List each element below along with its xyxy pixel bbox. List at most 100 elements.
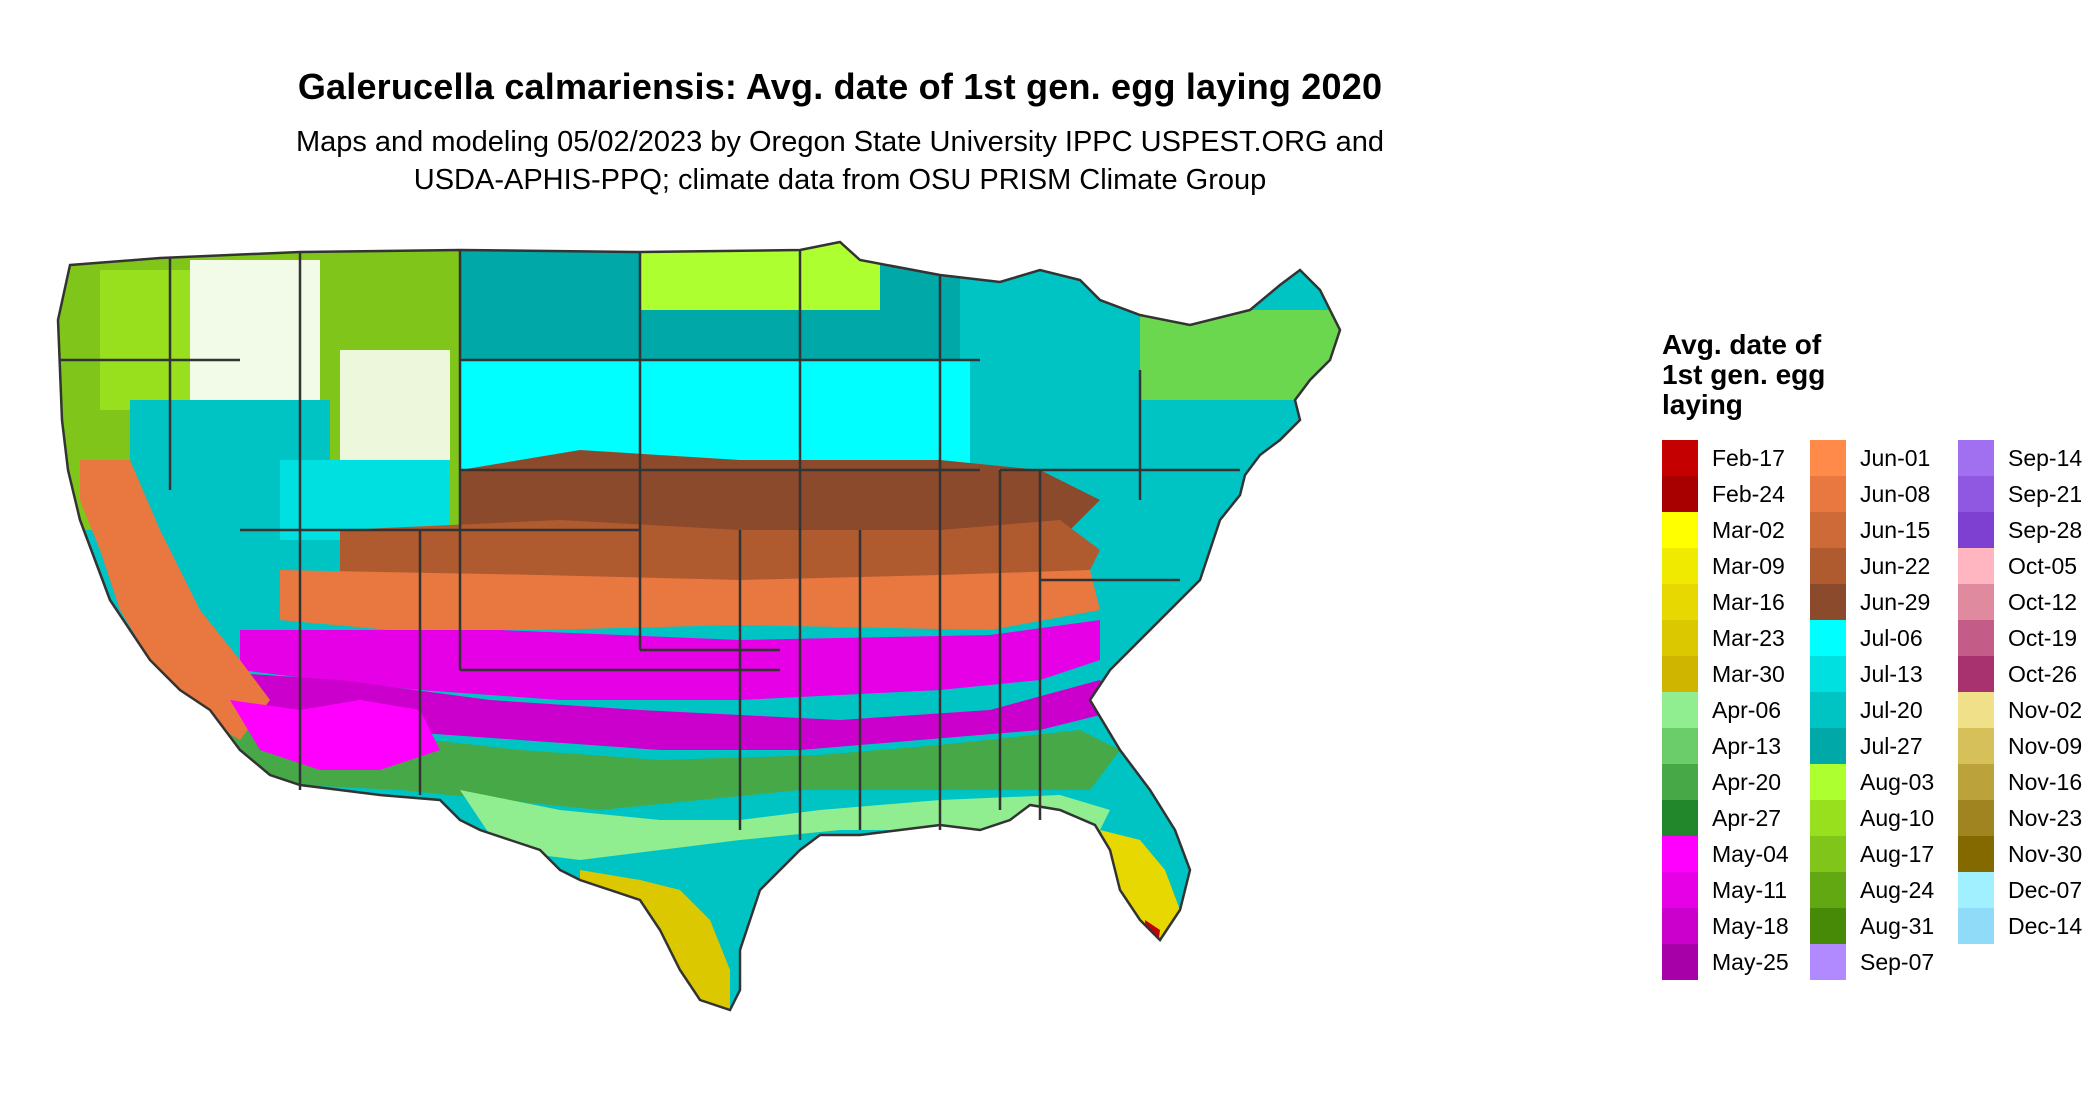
legend-swatch — [1958, 512, 1994, 548]
legend-label: Jul-20 — [1860, 696, 1923, 723]
legend-swatch — [1662, 728, 1698, 764]
legend-item: Nov-02 — [1958, 692, 2092, 728]
legend-swatch — [1662, 620, 1698, 656]
legend-item: Feb-24 — [1662, 476, 1796, 512]
legend-label: Aug-24 — [1860, 876, 1935, 903]
legend-item: Sep-07 — [1810, 944, 1944, 980]
map-legend: Avg. date of 1st gen. egg laying Feb-17 F… — [1662, 330, 2082, 980]
legend-label: Aug-10 — [1860, 804, 1935, 831]
legend-item: Oct-05 — [1958, 548, 2092, 584]
legend-item: May-18 — [1662, 908, 1796, 944]
legend-item: Mar-02 — [1662, 512, 1796, 548]
legend-item: Nov-09 — [1958, 728, 2092, 764]
legend-label: May-04 — [1712, 840, 1789, 867]
legend-label: Feb-17 — [1712, 444, 1785, 471]
legend-columns: Feb-17 Feb-24 Mar-02 Mar-09 Mar-16 Mar-23 Mar-… — [1662, 440, 2082, 980]
legend-swatch — [1810, 440, 1846, 476]
legend-item: May-25 — [1662, 944, 1796, 980]
legend-item: Apr-06 — [1662, 692, 1796, 728]
legend-title: Avg. date of 1st gen. egg laying — [1662, 329, 1826, 420]
legend-swatch — [1958, 620, 1994, 656]
legend-swatch — [1662, 872, 1698, 908]
legend-label: Oct-26 — [2008, 660, 2078, 687]
legend-swatch — [1810, 548, 1846, 584]
legend-label: Sep-07 — [1860, 948, 1935, 975]
legend-swatch — [1958, 692, 1994, 728]
legend-item: Aug-03 — [1810, 764, 1944, 800]
legend-item: May-04 — [1662, 836, 1796, 872]
legend-swatch — [1810, 656, 1846, 692]
legend-label: Jul-13 — [1860, 660, 1923, 687]
legend-label: Apr-27 — [1712, 804, 1782, 831]
legend-swatch — [1958, 476, 1994, 512]
legend-swatch — [1810, 908, 1846, 944]
legend-item: Apr-13 — [1662, 728, 1796, 764]
legend-label: Mar-30 — [1712, 660, 1785, 687]
state-borders — [56, 240, 1342, 1012]
legend-label: Nov-30 — [2008, 840, 2083, 867]
legend-swatch — [1958, 548, 1994, 584]
legend-label: Mar-23 — [1712, 624, 1785, 651]
legend-swatch — [1662, 512, 1698, 548]
map-color-fill — [58, 242, 1340, 1010]
us-map-svg — [56, 240, 1342, 1012]
legend-swatch — [1662, 692, 1698, 728]
legend-item: Sep-14 — [1958, 440, 2092, 476]
legend-swatch — [1810, 584, 1846, 620]
legend-swatch — [1810, 836, 1846, 872]
legend-swatch — [1662, 836, 1698, 872]
legend-label: Jun-15 — [1860, 516, 1931, 543]
legend-item: Jul-20 — [1810, 692, 1944, 728]
legend-swatch — [1958, 836, 1994, 872]
legend-label: Mar-16 — [1712, 588, 1785, 615]
legend-item: Nov-30 — [1958, 836, 2092, 872]
legend-item: Dec-07 — [1958, 872, 2092, 908]
legend-label: Oct-05 — [2008, 552, 2078, 579]
legend-item: Oct-26 — [1958, 656, 2092, 692]
legend-label: May-11 — [1712, 876, 1787, 903]
legend-item: Apr-27 — [1662, 800, 1796, 836]
legend-swatch — [1810, 800, 1846, 836]
legend-swatch — [1662, 440, 1698, 476]
legend-label: Aug-17 — [1860, 840, 1935, 867]
legend-item: Aug-17 — [1810, 836, 1944, 872]
legend-item: Jul-27 — [1810, 728, 1944, 764]
legend-label: Sep-21 — [2008, 480, 2083, 507]
map-title: Galerucella calmariensis: Avg. date of 1… — [297, 66, 1383, 107]
legend-swatch — [1958, 440, 1994, 476]
legend-swatch — [1958, 800, 1994, 836]
legend-item: Jun-08 — [1810, 476, 1944, 512]
legend-label: Dec-14 — [2008, 912, 2083, 939]
legend-label: Oct-12 — [2008, 588, 2078, 615]
map-subtitle-line-1: Maps and modeling 05/02/2023 by Oregon S… — [295, 126, 1385, 158]
legend-swatch — [1810, 764, 1846, 800]
legend-item: Mar-30 — [1662, 656, 1796, 692]
legend-label: Nov-16 — [2008, 768, 2083, 795]
legend-swatch — [1662, 800, 1698, 836]
legend-swatch — [1958, 584, 1994, 620]
legend-item: Feb-17 — [1662, 440, 1796, 476]
legend-swatch — [1810, 476, 1846, 512]
legend-label: May-25 — [1712, 948, 1789, 975]
legend-item: Jun-29 — [1810, 584, 1944, 620]
legend-swatch — [1810, 692, 1846, 728]
legend-label: Apr-13 — [1712, 732, 1782, 759]
legend-item: Aug-10 — [1810, 800, 1944, 836]
map-subtitle-line-2: USDA-APHIS-PPQ; climate data from OSU PR… — [413, 164, 1267, 196]
legend-item: Mar-09 — [1662, 548, 1796, 584]
legend-item: Dec-14 — [1958, 908, 2092, 944]
legend-label: Feb-24 — [1712, 480, 1785, 507]
legend-item: Jun-22 — [1810, 548, 1944, 584]
legend-item: Mar-23 — [1662, 620, 1796, 656]
legend-swatch — [1662, 908, 1698, 944]
legend-swatch — [1662, 476, 1698, 512]
legend-swatch — [1958, 656, 1994, 692]
legend-item: Nov-16 — [1958, 764, 2092, 800]
legend-label: Nov-09 — [2008, 732, 2083, 759]
legend-swatch — [1810, 872, 1846, 908]
legend-label: Apr-20 — [1712, 768, 1782, 795]
legend-label: Jun-29 — [1860, 588, 1931, 615]
legend-swatch — [1662, 944, 1698, 980]
legend-label: Mar-02 — [1712, 516, 1785, 543]
legend-item: Jul-13 — [1810, 656, 1944, 692]
